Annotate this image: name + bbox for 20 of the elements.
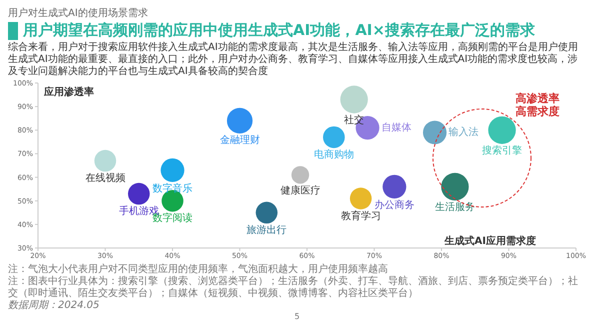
chart-title: 用户期望在高频刚需的应用中使用生成式AI功能，AI×搜索存在最广泛的需求 xyxy=(23,20,535,40)
text: 数据周期：2024.05 xyxy=(8,300,100,312)
series-label: 输入法 xyxy=(448,126,479,138)
series-label: 办公商务 xyxy=(374,199,414,212)
y-axis-title: 应用渗透率 xyxy=(44,85,94,99)
text: 注：气泡大小代表用户对不同类型应用的使用频率，气泡面积越大，用户使用频率越高 xyxy=(8,264,389,276)
series-label: 旅游出行 xyxy=(246,224,287,236)
series-label: 健康医疗 xyxy=(280,184,320,196)
text: 综合来看，用户对于搜索应用软件接入生成式AI功能的需求度最高，其次是生活服务、输入法等应用，高频刚需的平台是用户使用生成式AI功能的最重要、最直接的入口；此外，用户对办公商务、教育学习、自媒体等应用接入生成式AI功能的需求度也较高，涉及专业问题解决能力的平台也与生成式AI具备较高的契合度 xyxy=(8,42,579,78)
text: 用户对生成式AI的使用场景需求 xyxy=(8,8,149,20)
series-label: 金融理财 xyxy=(220,134,260,146)
x-axis-title: 生成式AI应用需求度 xyxy=(444,234,536,248)
series-label: 搜索引擎 xyxy=(482,144,522,156)
text: 注：图表中行业具体为：搜索引擎（搜索、浏览器类平台）；生活服务（外卖、打车、导航、酒旅、到店、票务预定类平台）；社交（即时通讯、陌生交友类平台）；自媒体（短视频、中视频、微博博客、内容社区类平台） xyxy=(8,276,579,300)
series-label: 自媒体 xyxy=(381,121,412,134)
series-label: 电商购物 xyxy=(314,148,354,161)
series-label: 在线视频 xyxy=(85,172,126,184)
text: 5 xyxy=(293,312,301,322)
annotation: 高渗透率高需求度 xyxy=(515,92,560,118)
series-label: 教育学习 xyxy=(340,210,381,222)
